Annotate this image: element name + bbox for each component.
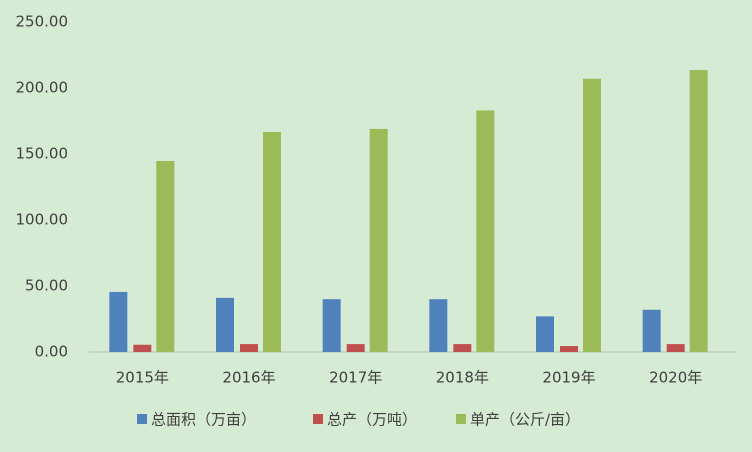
bar: [156, 160, 175, 352]
bar: [346, 344, 365, 352]
bar: [536, 316, 554, 352]
bar: [263, 131, 281, 352]
x-tick-label: 2017年: [329, 369, 382, 387]
x-tick-label: 2015年: [116, 369, 169, 387]
x-tick-label: 2020年: [649, 369, 702, 387]
legend-swatch: [313, 414, 323, 424]
bar: [689, 70, 708, 352]
bar: [216, 297, 234, 352]
y-tick-label: 0.00: [35, 343, 68, 361]
bar: [560, 346, 578, 352]
x-tick-label: 2016年: [222, 369, 275, 387]
y-tick-label: 200.00: [16, 79, 69, 97]
bar: [476, 110, 495, 352]
bar: [429, 299, 448, 352]
x-tick-label: 2018年: [436, 369, 489, 387]
bar: [453, 344, 472, 352]
y-tick-label: 100.00: [16, 211, 69, 229]
y-tick-label: 50.00: [25, 277, 68, 295]
y-tick-label: 150.00: [16, 145, 69, 163]
y-tick-label: 250.00: [16, 13, 69, 31]
legend-label: 单产（公斤/亩）: [470, 411, 580, 429]
bar: [133, 344, 152, 352]
bar: [109, 291, 128, 352]
bar: [240, 344, 258, 352]
legend-swatch: [456, 414, 466, 424]
x-tick-label: 2019年: [542, 369, 595, 387]
bar: [642, 309, 661, 352]
bar: [583, 78, 601, 352]
legend-swatch: [137, 414, 147, 424]
bar: [369, 128, 388, 352]
bar: [322, 299, 341, 352]
legend-label: 总产（万吨）: [327, 411, 417, 429]
legend-label: 总面积（万亩）: [151, 411, 256, 429]
bar: [666, 344, 685, 352]
